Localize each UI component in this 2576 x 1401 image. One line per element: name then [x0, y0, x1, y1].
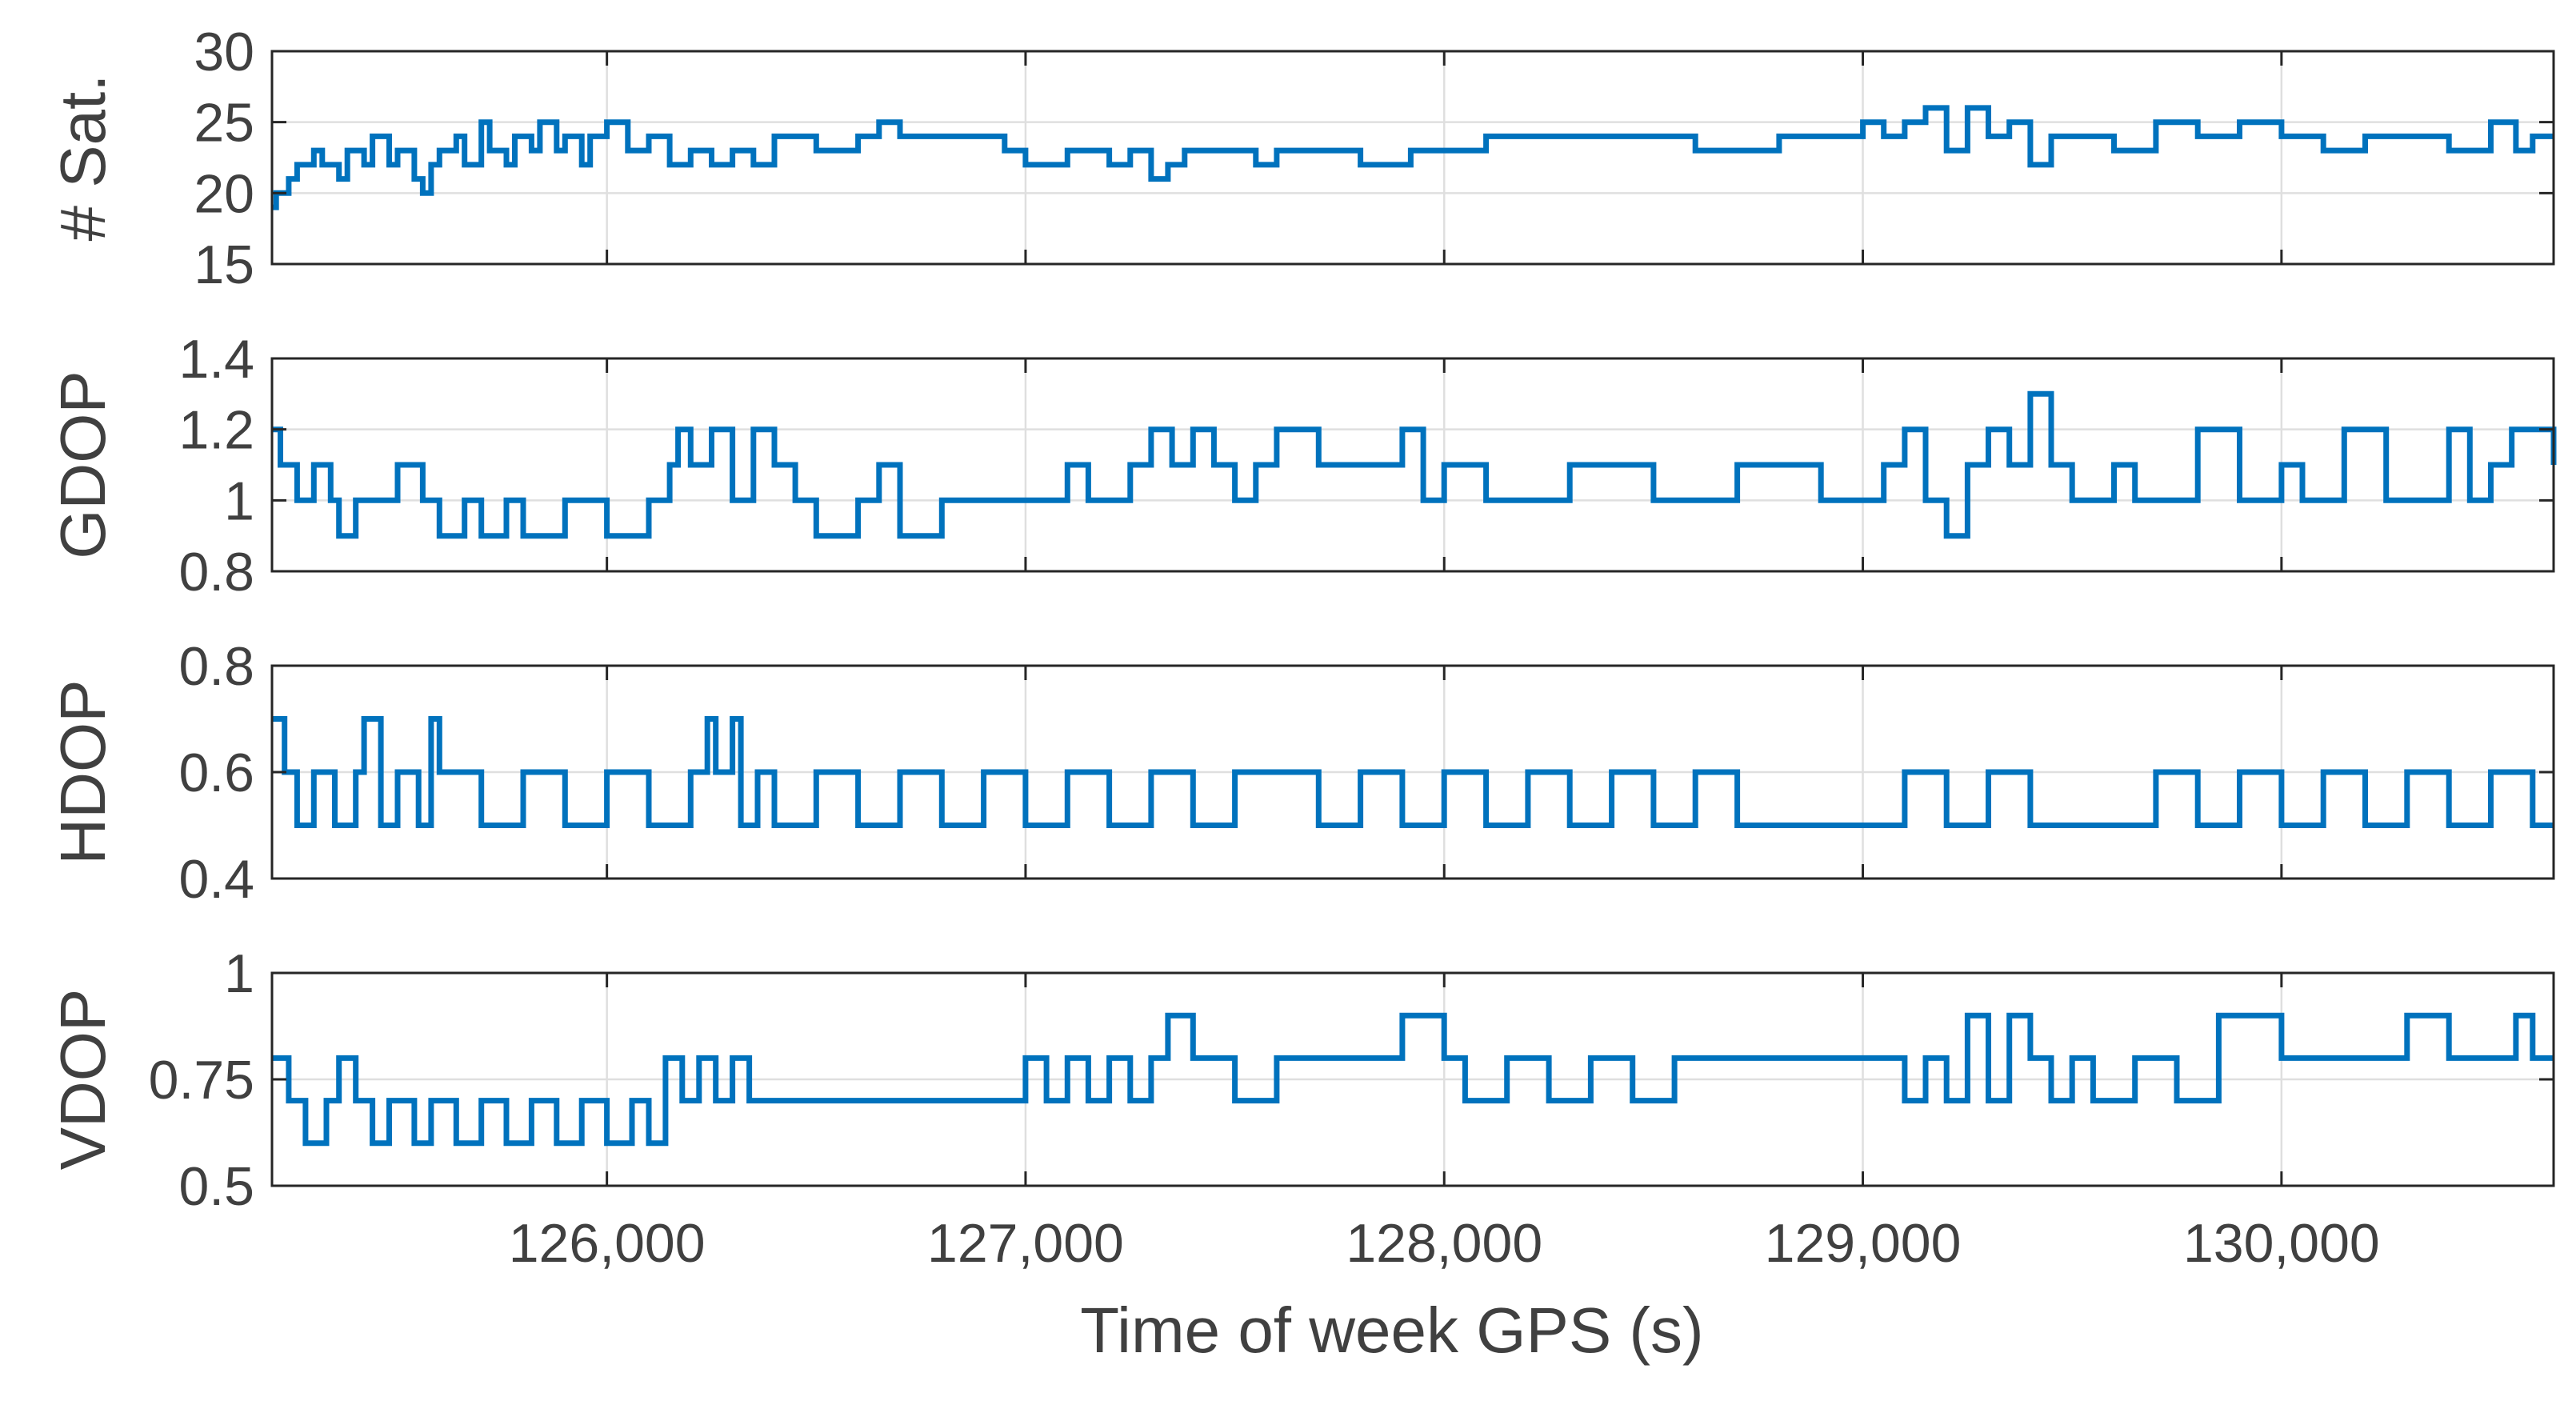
y-tick-label: 0.8 — [178, 542, 254, 602]
y-tick-label: 0.8 — [178, 636, 254, 697]
series-line-hdop — [272, 716, 2554, 828]
y-tick-label: 1 — [224, 470, 254, 531]
series-line-vdop — [272, 1012, 2554, 1147]
y-tick-label: 15 — [194, 234, 254, 295]
y-tick-label: 1 — [224, 943, 254, 1004]
series-line-gdop — [272, 390, 2557, 539]
y-tick-label: 0.5 — [178, 1156, 254, 1217]
x-axis-title: Time of week GPS (s) — [1080, 1295, 1703, 1366]
x-tick-label: 129,000 — [1765, 1213, 1962, 1274]
subplot-hdop: 0.4 0.6 0.8 HDOP — [47, 636, 2555, 910]
y-axis-title: HDOP — [47, 679, 118, 864]
x-tick-label: 126,000 — [509, 1213, 706, 1274]
y-tick-label: 0.6 — [178, 743, 254, 803]
series-line-sat — [272, 105, 2554, 210]
y-tick-label: 30 — [194, 22, 254, 82]
subplot-sat: 15 20 25 30 # Sat. — [47, 22, 2555, 295]
y-tick-label: 25 — [194, 93, 254, 154]
x-tick-label: 127,000 — [927, 1213, 1124, 1274]
subplot-gdop: 0.8 1 1.2 1.4 GDOP — [47, 329, 2557, 602]
y-tick-label: 1.2 — [178, 400, 254, 461]
y-axis-title: VDOP — [47, 989, 118, 1171]
x-tick-label: 128,000 — [1346, 1213, 1542, 1274]
x-tick-label: 130,000 — [2183, 1213, 2380, 1274]
y-tick-label: 20 — [194, 163, 254, 224]
axes-frame-gdop — [270, 357, 2555, 573]
y-tick-label: 0.75 — [149, 1050, 254, 1111]
y-axis-title: # Sat. — [47, 74, 118, 241]
y-axis-title: GDOP — [47, 370, 118, 559]
subplot-vdop: 0.5 0.75 1 VDOP 126,000 127,000 128,000 129,000… — [47, 943, 2555, 1274]
y-tick-label: 0.4 — [178, 849, 254, 910]
y-tick-label: 1.4 — [178, 329, 254, 390]
axes-frame-sat — [270, 50, 2555, 266]
subplot-stack: 15 20 25 30 # Sat. 0.8 1 1.2 1.4 GDOP 0.4 0.6 0.8 HDO… — [47, 22, 2557, 1274]
